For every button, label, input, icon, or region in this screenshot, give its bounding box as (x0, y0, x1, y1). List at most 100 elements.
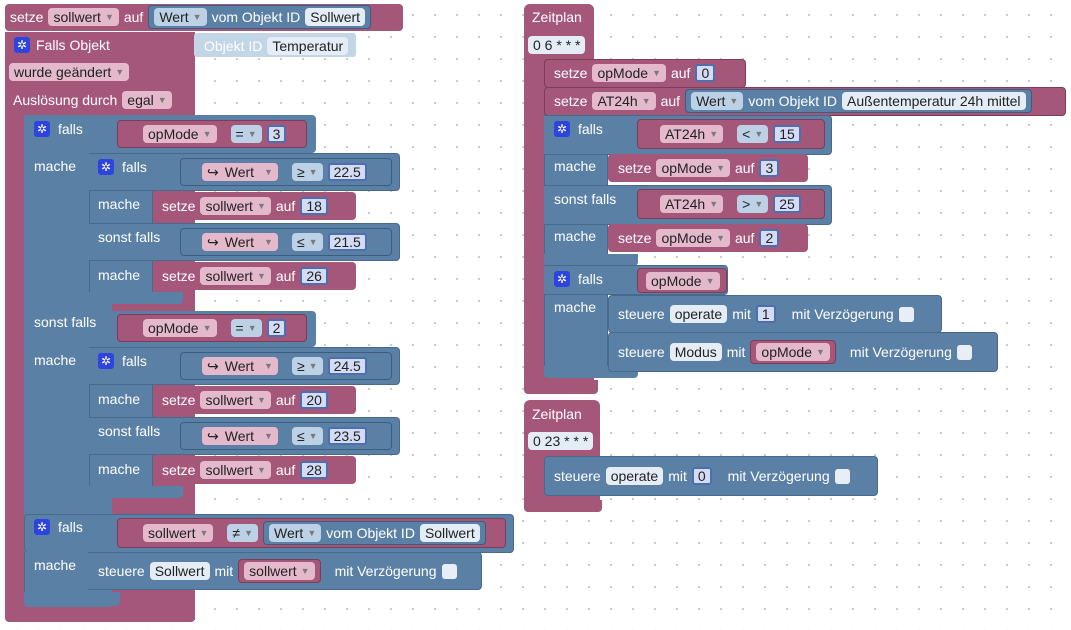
operator-dropdown[interactable]: ≤ ▼ (291, 233, 323, 251)
operator-dropdown[interactable]: ≥ ▼ (291, 357, 323, 375)
object-id-field[interactable]: Modus (669, 343, 722, 361)
sched1-s2: setze opMode ▼ auf 2 (613, 225, 784, 251)
sched-if-header: ✲ falls (554, 121, 603, 137)
operator-dropdown[interactable]: ≠ ▼ (227, 524, 258, 542)
inner1-c1: ↪ Wert ▼ ≥ ▼ 22.5 (197, 159, 372, 185)
inner1-s1: setze sollwert ▼ auf 18 (157, 193, 333, 219)
mit-verzoegerung-label: mit Verzögerung (849, 344, 952, 360)
number-field[interactable]: 0 (691, 467, 712, 485)
gear-icon[interactable]: ✲ (98, 353, 114, 369)
operator-dropdown[interactable]: = ▼ (230, 319, 262, 337)
object-id-field[interactable]: operate (605, 467, 664, 485)
setze-label: setze (10, 9, 44, 25)
variable-dropdown[interactable]: opMode ▼ (143, 319, 217, 337)
object-id-field[interactable]: Sollwert (305, 8, 366, 26)
gear-icon[interactable]: ✲ (34, 121, 50, 137)
mache-label: mache (554, 228, 597, 244)
number-field[interactable]: 23.5 (327, 427, 367, 445)
operator-dropdown[interactable]: < ▼ (737, 125, 769, 143)
variable-dropdown[interactable]: sollwert ▼ (200, 461, 271, 479)
variable-dropdown[interactable]: ↪ Wert ▼ (202, 427, 278, 445)
number-field[interactable]: 26 (300, 267, 328, 285)
inner2-s1: setze sollwert ▼ auf 20 (157, 387, 333, 413)
auf-label: auf (275, 462, 296, 478)
variable-dropdown[interactable]: ↪ Wert ▼ (202, 163, 278, 181)
variable-dropdown[interactable]: sollwert ▼ (200, 197, 271, 215)
objekt-id-value[interactable]: Temperatur (267, 37, 349, 55)
operator-dropdown[interactable]: ≤ ▼ (291, 427, 323, 445)
delay-checkbox[interactable] (834, 468, 850, 484)
variable-dropdown[interactable]: sollwert ▼ (200, 267, 271, 285)
variable-get-block[interactable]: opMode ▼ (750, 340, 836, 364)
variable-dropdown[interactable]: opMode ▼ (592, 64, 666, 82)
number-field[interactable]: 22.5 (327, 163, 367, 181)
cron-field[interactable]: 0 23 * * * (528, 432, 594, 450)
setze-label: setze (618, 160, 652, 176)
variable-dropdown[interactable]: opMode ▼ (656, 159, 730, 177)
gear-icon[interactable]: ✲ (554, 121, 570, 137)
get-value-block[interactable]: Wert ▼ vom Objekt ID Sollwert (263, 521, 486, 545)
variable-dropdown[interactable]: sollwert ▼ (244, 562, 315, 580)
mit-label: mit (214, 563, 234, 579)
attribute-dropdown[interactable]: Wert ▼ (154, 8, 207, 26)
delay-checkbox[interactable] (898, 306, 914, 322)
gear-icon[interactable]: ✲ (554, 271, 570, 287)
gear-icon[interactable]: ✲ (14, 37, 30, 53)
get-value-block[interactable]: Wert ▼ vom Objekt ID Außentemperatur 24h … (685, 89, 1032, 113)
attribute-dropdown[interactable]: Wert ▼ (269, 524, 322, 542)
cron-field[interactable]: 0 6 * * * (528, 36, 586, 54)
attribute-dropdown[interactable]: Wert ▼ (691, 92, 744, 110)
condition-dropdown[interactable]: wurde geändert ▼ (9, 63, 130, 81)
gear-icon[interactable]: ✲ (98, 159, 114, 175)
number-field[interactable]: 21.5 (327, 233, 367, 251)
number-field[interactable]: 3 (759, 159, 780, 177)
sonst-falls-label: sonst falls (98, 229, 161, 245)
number-field[interactable]: 15 (773, 125, 801, 143)
variable-dropdown[interactable]: opMode ▼ (756, 343, 830, 361)
variable-dropdown[interactable]: opMode ▼ (656, 229, 730, 247)
operator-dropdown[interactable]: > ▼ (737, 195, 769, 213)
get-value-block[interactable]: Wert ▼ vom Objekt ID Sollwert (148, 5, 372, 29)
number-field[interactable]: 3 (266, 125, 287, 143)
number-field[interactable]: 2 (266, 319, 287, 337)
variable-dropdown[interactable]: sollwert ▼ (48, 8, 119, 26)
variable-dropdown[interactable]: ↪ Wert ▼ (202, 233, 278, 251)
number-field[interactable]: 28 (300, 461, 328, 479)
delay-checkbox[interactable] (441, 563, 457, 579)
object-id-field[interactable]: Sollwert (149, 562, 210, 580)
variable-get-block[interactable]: sollwert ▼ (238, 559, 321, 583)
steuere-row[interactable]: steuere Sollwert mit sollwert ▼ mit Verzö… (93, 558, 462, 584)
inner2-c1: ↪ Wert ▼ ≥ ▼ 24.5 (197, 353, 372, 379)
zeitplan-label: Zeitplan (532, 406, 582, 422)
variable-dropdown[interactable]: AT24h ▼ (660, 195, 724, 213)
ausloesung-dropdown[interactable]: egal ▼ (122, 91, 172, 109)
number-field[interactable]: 1 (755, 305, 776, 323)
setze-label: setze (554, 93, 588, 109)
number-field[interactable]: 20 (300, 391, 328, 409)
zeitplan-label: Zeitplan (532, 9, 582, 25)
trigger-bottom-bar (5, 606, 195, 622)
object-id-field[interactable]: operate (669, 305, 728, 323)
number-field[interactable]: 2 (759, 229, 780, 247)
mache-label: mache (34, 158, 77, 174)
delay-checkbox[interactable] (956, 344, 972, 360)
variable-dropdown[interactable]: AT24h ▼ (592, 92, 656, 110)
number-field[interactable]: 18 (300, 197, 328, 215)
operator-dropdown[interactable]: = ▼ (230, 125, 262, 143)
object-id-field[interactable]: Außentemperatur 24h mittel (842, 92, 1026, 110)
sonst-falls-label: sonst falls (34, 314, 97, 330)
object-id-field[interactable]: Sollwert (419, 524, 480, 542)
sched1-c2: AT24h ▼ > ▼ 25 (655, 191, 806, 217)
variable-dropdown[interactable]: ↪ Wert ▼ (202, 357, 278, 375)
variable-dropdown[interactable]: opMode ▼ (646, 272, 720, 290)
gear-icon[interactable]: ✲ (34, 519, 50, 535)
variable-dropdown[interactable]: sollwert ▼ (143, 524, 214, 542)
operator-dropdown[interactable]: ≥ ▼ (291, 163, 323, 181)
number-field[interactable]: 24.5 (327, 357, 367, 375)
auf-label: auf (670, 65, 691, 81)
number-field[interactable]: 25 (773, 195, 801, 213)
variable-dropdown[interactable]: sollwert ▼ (200, 391, 271, 409)
variable-dropdown[interactable]: opMode ▼ (143, 125, 217, 143)
number-field[interactable]: 0 (695, 64, 716, 82)
variable-dropdown[interactable]: AT24h ▼ (660, 125, 724, 143)
